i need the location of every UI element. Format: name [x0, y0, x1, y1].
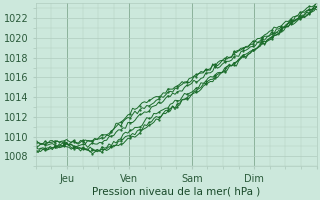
X-axis label: Pression niveau de la mer( hPa ): Pression niveau de la mer( hPa )	[92, 187, 260, 197]
